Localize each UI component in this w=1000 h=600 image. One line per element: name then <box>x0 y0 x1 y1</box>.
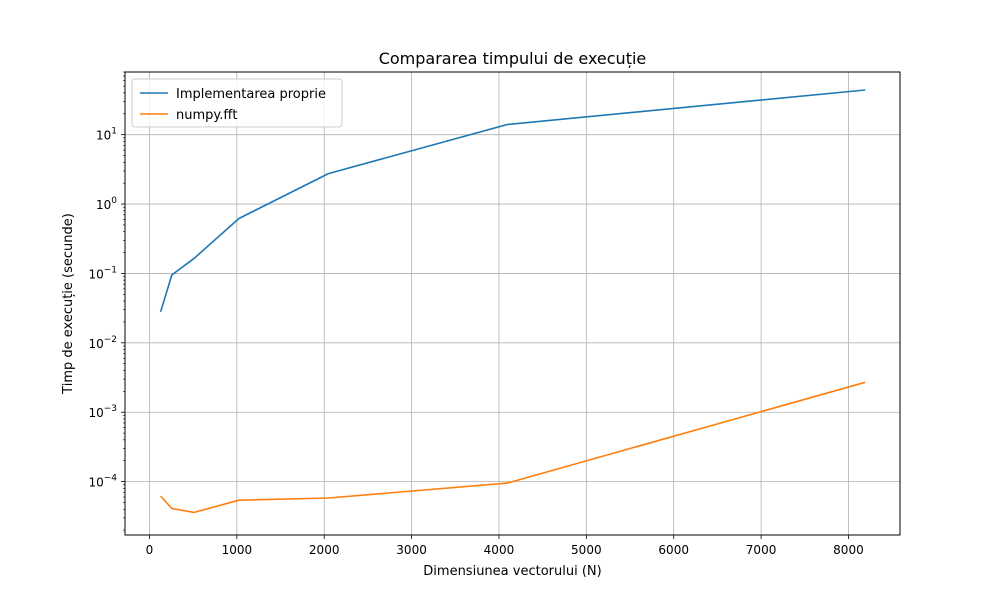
legend: Implementarea proprie numpy.fft <box>131 78 343 128</box>
plot-frame <box>124 71 901 536</box>
x-tick-label: 1000 <box>222 543 253 557</box>
series-line <box>160 381 866 514</box>
x-tick-label: 4000 <box>484 543 515 557</box>
y-tick-label: 10−4 <box>88 474 117 490</box>
y-tick-label: 10−1 <box>88 265 117 281</box>
x-tick-label: 7000 <box>746 543 777 557</box>
x-tick-label: 3000 <box>396 543 427 557</box>
y-axis-label: Timp de execuție (secunde) <box>61 213 76 395</box>
y-tick-label: 101 <box>96 127 117 143</box>
y-tick-label: 100 <box>96 196 117 212</box>
x-tick-label: 2000 <box>309 543 340 557</box>
x-tick-label: 6000 <box>658 543 689 557</box>
y-tick-label: 10−2 <box>88 335 117 351</box>
legend-label: Implementarea proprie <box>176 87 326 102</box>
chart-title: Compararea timpului de execuție <box>379 49 647 68</box>
x-tick-label: 0 <box>146 543 154 557</box>
series-line <box>159 89 866 313</box>
y-tick-label: 10−3 <box>88 404 117 420</box>
legend-label: numpy.fft <box>176 108 237 123</box>
legend-box <box>131 78 343 128</box>
x-tick-label: 8000 <box>833 543 864 557</box>
series-lines <box>159 89 866 514</box>
x-tick-label: 5000 <box>571 543 602 557</box>
axis-ticks: 0 1000 2000 3000 4000 5000 6000 7000 8000 10−4 10−… <box>88 71 864 557</box>
x-axis-label: Dimensiunea vectorului (N) <box>423 564 601 579</box>
